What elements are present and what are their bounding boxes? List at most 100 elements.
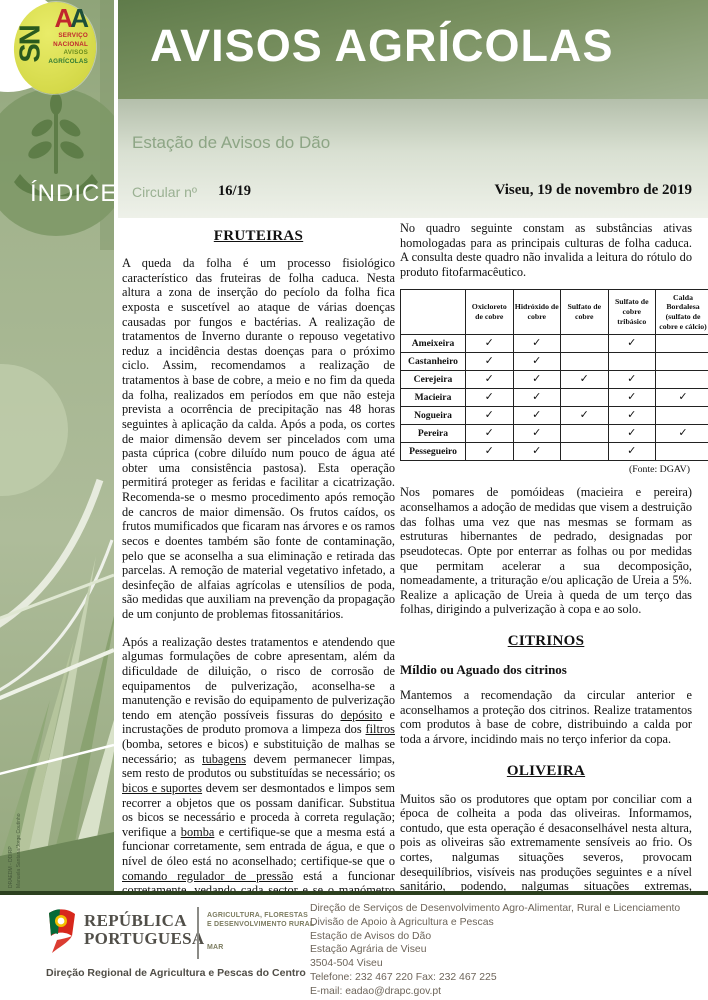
table-row: Nogueira ✓ ✓ ✓ ✓ (400, 406, 708, 426)
light-circle-decoration (0, 364, 68, 496)
underlined-term: bicos e suportes (122, 780, 203, 795)
snaa-subtitle-line: AGRÍCOLAS (48, 57, 88, 65)
ministry-block: AGRICULTURA, FLORESTAS E DESENVOLVIMENTO… (207, 911, 314, 952)
text-segment: devem permanecer limpas, sem resto de pr… (122, 751, 395, 781)
check-cell: ✓ (465, 352, 514, 372)
paragraph-pomoideas: Nos pomares de pomóideas (macieira e per… (400, 485, 692, 617)
footer-contact-line: Estação de Avisos do Dão (310, 930, 432, 942)
paragraph-fruteiras-2: Após a realização destes tratamentos e a… (122, 635, 395, 913)
table-column-header: Hidróxido de cobre (512, 288, 561, 336)
grass-blade-decoration (0, 700, 50, 893)
table-row-label: Macieira (400, 388, 466, 408)
table-row-label: Nogueira (400, 406, 466, 426)
table-column-header: Sulfato de cobre (560, 288, 609, 336)
footer-contact-line: Divisão de Apoio à Agricultura e Pescas (310, 916, 494, 928)
table-row-label: Pereira (400, 424, 466, 444)
check-cell: ✓ (512, 424, 561, 444)
underlined-term: bomba (180, 824, 215, 839)
check-cell: ✓ (512, 388, 561, 408)
empty-cell (560, 388, 609, 408)
plant-hands-icon (14, 93, 98, 197)
check-cell: ✓ (607, 442, 656, 462)
check-cell: ✓ (512, 370, 561, 390)
table-row: Macieira ✓ ✓ ✓ ✓ (400, 388, 708, 408)
footer-contact-line: 3504-504 Viseu (310, 958, 383, 970)
empty-cell (655, 406, 708, 426)
empty-cell (607, 352, 656, 372)
gov-line: PORTUGUESA (84, 928, 205, 948)
table-row: Cerejeira ✓ ✓ ✓ ✓ (400, 370, 708, 390)
footer-separator-bar (0, 891, 708, 895)
credit-line: Manuela Santana/Jorge Coutinho (15, 813, 22, 889)
underlined-term: filtros (365, 722, 396, 737)
check-cell: ✓ (560, 370, 609, 390)
substances-table: Oxicloreto de cobre Hidróxido de cobre Sul… (400, 288, 708, 462)
snaa-letter-a1: A (54, 3, 73, 33)
paragraph-table-intro: No quadro seguinte constam as substância… (400, 221, 692, 279)
table-row-label: Ameixeira (400, 334, 466, 354)
check-cell: ✓ (512, 442, 561, 462)
ministry-mar: MAR (207, 943, 224, 951)
snaa-logo-sn: SN (14, 26, 47, 63)
check-cell: ✓ (465, 334, 514, 354)
section-heading-oliveira: OLIVEIRA (506, 762, 586, 779)
snaa-subtitle-line: SERVIÇO (58, 32, 88, 39)
text-segment: e certifique-se que a mesma está a funci… (122, 824, 395, 868)
check-cell: ✓ (607, 334, 656, 354)
page-title: AVISOS AGRÍCOLAS (150, 20, 614, 71)
left-column: FRUTEIRAS A queda da folha é um processo… (122, 224, 395, 913)
check-cell: ✓ (607, 424, 656, 444)
underlined-term: comando regulador de pressão (122, 868, 294, 883)
ministry-line: AGRICULTURA, FLORESTAS (207, 912, 308, 919)
text-segment: Após a realização destes tratamentos e a… (122, 634, 395, 722)
index-label: ÍNDICE (30, 180, 118, 207)
check-cell: ✓ (512, 352, 561, 372)
underlined-term: depósito (340, 707, 383, 722)
substances-table-body: Ameixeira ✓ ✓ ✓ Castanheiro ✓ ✓ Cerejeira ✓ ✓ ✓ ✓ Ma… (400, 334, 708, 462)
dateline: Viseu, 19 de novembro de 2019 (494, 182, 692, 198)
check-cell: ✓ (465, 370, 514, 390)
table-row-label: Cerejeira (400, 370, 466, 390)
empty-cell (560, 334, 609, 354)
table-row-label: Castanheiro (400, 352, 466, 372)
check-cell: ✓ (655, 388, 708, 408)
section-heading-fruteiras: FRUTEIRAS (213, 228, 304, 244)
snaa-subtitle: SERVIÇO NACIONAL AVISOS AGRÍCOLAS (48, 32, 88, 66)
swoosh-decoration (0, 539, 114, 692)
footer-divider (197, 907, 199, 959)
snaa-logo-aa: AA (54, 3, 89, 34)
check-cell: ✓ (560, 406, 609, 426)
empty-cell (560, 352, 609, 372)
empty-cell (655, 442, 708, 462)
streak-decoration (0, 573, 114, 620)
government-logotype: REPÚBLICA PORTUGUESA (84, 912, 204, 947)
check-cell: ✓ (607, 370, 656, 390)
sidebar-decoration (0, 0, 114, 893)
sidebar: SN AA SERVIÇO NACIONAL AVISOS AGRÍCOLAS ÍND… (0, 0, 118, 893)
circular-label: Circular nº (132, 184, 198, 200)
circular-number: 16/19 (218, 183, 252, 199)
check-cell: ✓ (512, 406, 561, 426)
subheader: Estação de Avisos do Dão Circular nº 16/… (118, 99, 708, 218)
check-cell: ✓ (607, 388, 656, 408)
table-row: Pereira ✓ ✓ ✓ ✓ (400, 424, 708, 444)
text-segment: e incrustações de produto promova a limp… (122, 707, 395, 737)
credit-line: DRAEDM - DDIRP (8, 846, 14, 888)
substances-table-head: Oxicloreto de cobre Hidróxido de cobre Sul… (400, 288, 708, 336)
sidebar-credit: DRAEDM - DDIRP Manuela Santana/Jorge Cou… (8, 758, 23, 889)
footer-contact-line: Direção de Serviços de Desenvolvimento A… (310, 903, 681, 914)
table-column-header: Oxicloreto de cobre (465, 288, 514, 336)
streak-decoration (0, 648, 114, 701)
gov-line: REPÚBLICA (84, 911, 187, 930)
footer-contact-line: E-mail: eadao@drapc.gov.pt (310, 985, 442, 997)
streak-decoration (0, 743, 114, 776)
empty-cell (655, 352, 708, 372)
text-segment: devem ser desmontados e limpos sem recor… (122, 780, 395, 839)
footer-contact-line: Estação Agrária de Viseu (310, 944, 427, 956)
snaa-letter-a2: A (70, 3, 89, 33)
table-row-label: Pessegueiro (400, 442, 466, 462)
table-row: Pessegueiro ✓ ✓ ✓ (400, 442, 708, 462)
bottom-diagonal-band (0, 832, 114, 893)
check-cell: ✓ (465, 442, 514, 462)
swoosh-decoration (0, 478, 104, 628)
